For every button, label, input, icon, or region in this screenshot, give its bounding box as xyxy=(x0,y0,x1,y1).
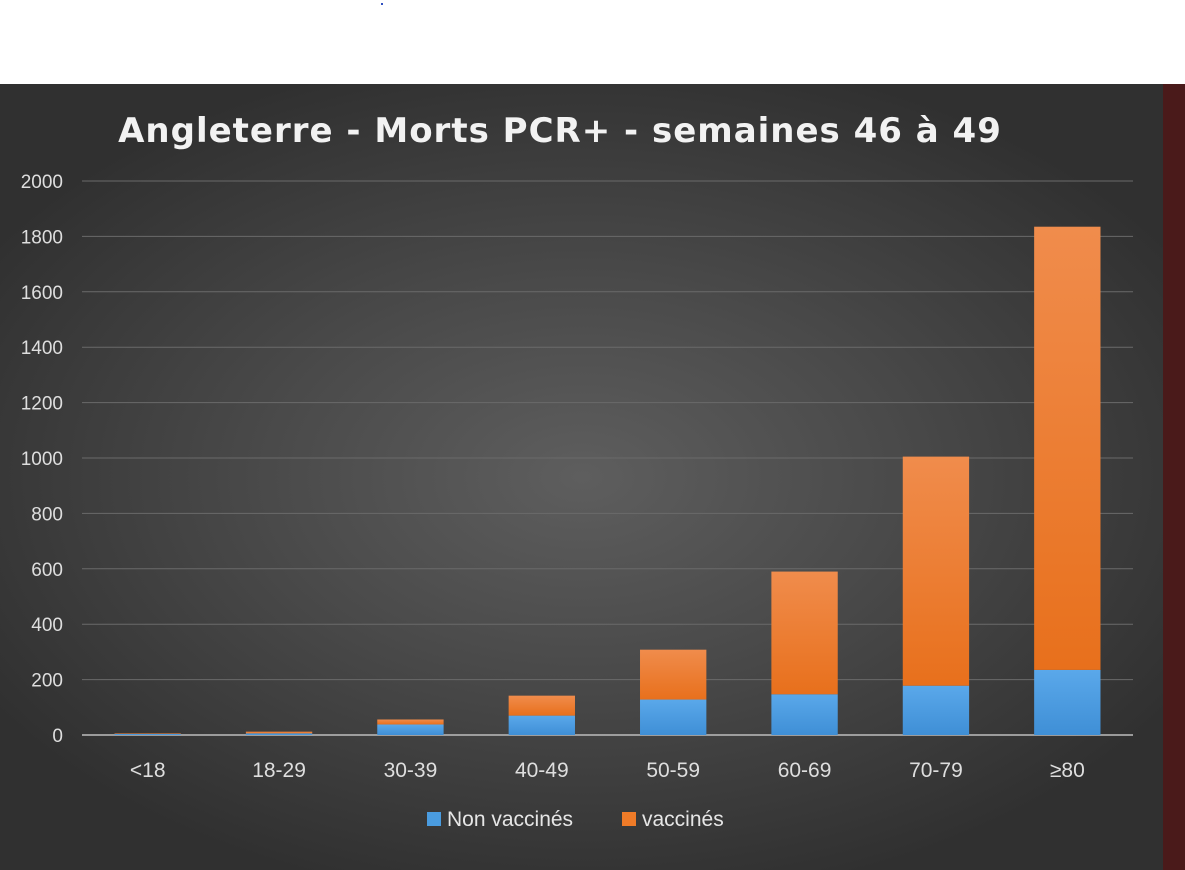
x-category-label: 30-39 xyxy=(384,759,438,782)
legend-entry: Non vaccinés xyxy=(447,808,573,831)
y-tick-label: 1200 xyxy=(21,394,63,415)
bar-non-vaccines xyxy=(508,715,575,735)
x-category-label: 50-59 xyxy=(646,759,700,782)
legend-swatch xyxy=(427,812,441,826)
bar-non-vaccines xyxy=(640,699,707,735)
bar-vaccines xyxy=(377,719,444,725)
legend-entry: vaccinés xyxy=(642,808,724,831)
bar-non-vaccines xyxy=(771,694,838,735)
bar-non-vaccines xyxy=(1034,669,1101,735)
chart-panel: Angleterre - Morts PCR+ - semaines 46 à … xyxy=(0,84,1163,870)
x-category-label: 40-49 xyxy=(515,759,569,782)
y-tick-label: 2000 xyxy=(21,172,63,193)
bar-vaccines xyxy=(1034,226,1101,670)
y-tick-label: 1400 xyxy=(21,338,63,359)
bar-vaccines xyxy=(245,731,313,734)
x-category-label: ≥80 xyxy=(1050,759,1085,782)
y-tick-label: 1600 xyxy=(21,283,63,304)
bar-vaccines xyxy=(771,571,838,695)
bar-non-vaccines xyxy=(245,733,313,735)
x-category-label: 70-79 xyxy=(909,759,963,782)
y-tick-label: 0 xyxy=(52,726,63,747)
bar-vaccines xyxy=(640,649,707,700)
bar-chart: Angleterre - Morts PCR+ - semaines 46 à … xyxy=(21,111,1133,831)
right-edge xyxy=(1163,84,1185,870)
chart-title: Angleterre - Morts PCR+ - semaines 46 à … xyxy=(118,111,1002,151)
x-category-label: 18-29 xyxy=(252,759,306,782)
bar-vaccines xyxy=(902,456,970,686)
y-tick-label: 800 xyxy=(31,504,63,525)
x-category-label: <18 xyxy=(130,759,166,782)
x-category-label: 60-69 xyxy=(778,759,832,782)
legend-swatch xyxy=(622,812,636,826)
y-tick-label: 1000 xyxy=(21,449,63,470)
y-tick-label: 1800 xyxy=(21,227,63,248)
bar-vaccines xyxy=(114,733,181,734)
bar-vaccines xyxy=(508,695,575,716)
bar-non-vaccines xyxy=(902,685,970,735)
speck xyxy=(381,3,383,5)
y-tick-label: 400 xyxy=(31,615,63,636)
bar-non-vaccines xyxy=(377,724,444,735)
bar-non-vaccines xyxy=(114,733,181,735)
y-tick-label: 600 xyxy=(31,560,63,581)
y-tick-label: 200 xyxy=(31,671,63,692)
